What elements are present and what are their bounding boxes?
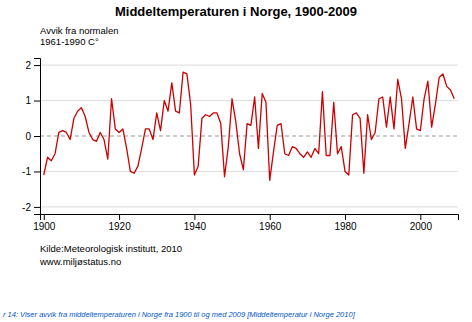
x-tick-mark: [420, 214, 421, 220]
y-tick: 1: [25, 95, 40, 106]
y-tick: -2: [22, 202, 40, 213]
grid-line: [40, 206, 458, 207]
series: [44, 72, 454, 180]
y-axis: -2 -1 0 1 2: [22, 59, 40, 215]
y-tick-label: 2: [25, 60, 31, 71]
x-tick-label: 1920: [108, 221, 131, 232]
x-tick-mark: [119, 214, 120, 220]
x-tick: 1900: [33, 214, 56, 232]
x-tick-label: 1980: [334, 221, 357, 232]
source: Kilde:Meteorologisk institutt, 2010: [40, 243, 182, 254]
y-tick-label: -2: [22, 202, 31, 213]
caption: r 14: Viser avvik fra middeltemperaturen…: [3, 310, 356, 319]
x-axis: 1900 1920 1940 1960 1980 2000: [33, 214, 458, 232]
y-tick-mark: [34, 207, 40, 208]
x-tick-label: 1940: [184, 221, 207, 232]
y-tick-mark: [34, 171, 40, 172]
x-tick-mark: [270, 214, 271, 220]
y-tick: 2: [25, 60, 40, 71]
y-tick-label: -1: [22, 166, 31, 177]
x-axis-line: [41, 215, 459, 221]
x-tick: 1960: [259, 214, 282, 232]
y-tick-mark: [34, 65, 40, 66]
x-tick: 1920: [108, 214, 131, 232]
chart: Middeltemperaturen i Norge, 1900-2009 Avv…: [0, 0, 472, 322]
x-tick: 1940: [184, 214, 207, 232]
x-tick: 1980: [334, 214, 357, 232]
grid-line: [40, 65, 458, 66]
y-axis-label: 1961-1990 C°: [40, 36, 99, 47]
y-tick: -1: [22, 166, 40, 177]
x-tick-label: 2000: [410, 221, 433, 232]
grid-line: [40, 100, 458, 101]
y-tick-label: 0: [25, 131, 31, 142]
source: www.miljøstatus.no: [39, 256, 121, 267]
line: [44, 72, 454, 180]
y-tick-mark: [34, 101, 40, 102]
plot: 1900 1920 1940 1960 1980 2000 -2 -1 0 1 2: [22, 59, 458, 233]
x-tick-mark: [345, 214, 346, 220]
x-tick: 2000: [410, 214, 433, 232]
x-tick-mark: [194, 214, 195, 220]
y-axis-line: [34, 59, 41, 215]
x-tick-mark: [44, 214, 45, 220]
x-tick-label: 1900: [33, 221, 56, 232]
y-tick-mark: [34, 136, 40, 137]
y-tick-label: 1: [25, 95, 31, 106]
grid-line: [40, 171, 458, 172]
grid: [40, 65, 458, 207]
y-axis-label: Avvik fra normalen: [40, 25, 119, 36]
x-tick-label: 1960: [259, 221, 282, 232]
y-tick: 0: [25, 131, 40, 142]
title: Middeltemperaturen i Norge, 1900-2009: [115, 4, 357, 19]
